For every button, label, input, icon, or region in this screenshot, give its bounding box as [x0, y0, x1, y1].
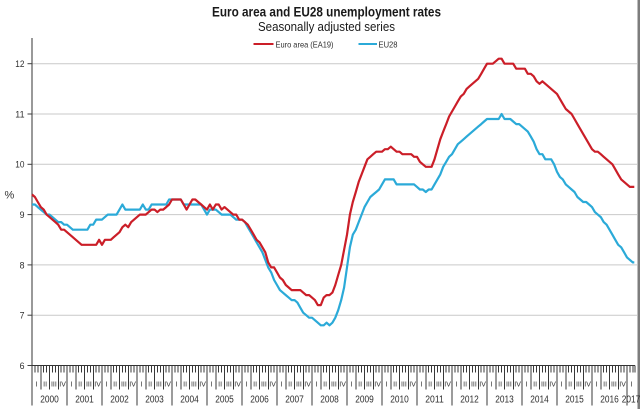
svg-text:III: III	[401, 382, 407, 389]
svg-text:II: II	[428, 382, 432, 389]
svg-text:III: III	[611, 382, 617, 389]
svg-text:IV: IV	[199, 382, 206, 389]
svg-text:2013: 2013	[495, 395, 514, 406]
svg-text:III: III	[86, 382, 92, 389]
svg-text:II: II	[43, 382, 47, 389]
svg-text:IV: IV	[269, 382, 276, 389]
svg-text:2014: 2014	[530, 395, 549, 406]
svg-text:II: II	[183, 382, 187, 389]
svg-text:IV: IV	[514, 382, 521, 389]
svg-text:II: II	[498, 382, 502, 389]
svg-text:IV: IV	[374, 382, 381, 389]
svg-text:Euro area and EU28 unemploymen: Euro area and EU28 unemployment rates	[212, 5, 441, 20]
svg-text:IV: IV	[129, 382, 136, 389]
svg-text:III: III	[156, 382, 162, 389]
svg-text:IV: IV	[164, 382, 171, 389]
svg-text:II: II	[533, 382, 537, 389]
svg-text:11: 11	[15, 109, 24, 120]
svg-text:IV: IV	[549, 382, 556, 389]
svg-text:II: II	[463, 382, 467, 389]
svg-text:2011: 2011	[425, 395, 444, 406]
svg-text:II: II	[78, 382, 82, 389]
svg-text:2000: 2000	[40, 395, 59, 406]
svg-text:2017: 2017	[622, 395, 640, 406]
svg-text:II: II	[288, 382, 292, 389]
svg-text:2015: 2015	[565, 395, 584, 406]
svg-text:IV: IV	[584, 382, 591, 389]
svg-text:II: II	[358, 382, 362, 389]
svg-text:IV: IV	[304, 382, 311, 389]
svg-text:2012: 2012	[460, 395, 479, 406]
svg-text:III: III	[541, 382, 547, 389]
svg-text:IV: IV	[409, 382, 416, 389]
svg-text:II: II	[253, 382, 257, 389]
svg-text:2003: 2003	[145, 395, 164, 406]
svg-text:2010: 2010	[390, 395, 409, 406]
svg-text:III: III	[191, 382, 197, 389]
svg-text:2001: 2001	[75, 395, 94, 406]
svg-text:I: I	[595, 382, 597, 389]
svg-text:I: I	[70, 382, 72, 389]
svg-text:12: 12	[15, 59, 24, 70]
svg-text:%: %	[5, 190, 15, 202]
svg-text:2002: 2002	[110, 395, 129, 406]
svg-text:7: 7	[20, 311, 25, 322]
svg-text:I: I	[525, 382, 527, 389]
svg-text:II: II	[603, 382, 607, 389]
svg-text:II: II	[148, 382, 152, 389]
svg-text:IV: IV	[479, 382, 486, 389]
svg-text:10: 10	[15, 160, 24, 171]
svg-text:III: III	[121, 382, 127, 389]
svg-text:III: III	[506, 382, 512, 389]
svg-text:IV: IV	[234, 382, 241, 389]
svg-text:2016: 2016	[600, 395, 619, 406]
svg-text:6: 6	[20, 361, 25, 372]
svg-text:IV: IV	[339, 382, 346, 389]
svg-text:IV: IV	[619, 382, 626, 389]
svg-text:I: I	[175, 382, 177, 389]
svg-text:I: I	[455, 382, 457, 389]
svg-text:I: I	[140, 382, 142, 389]
svg-text:I: I	[630, 382, 632, 389]
svg-text:I: I	[490, 382, 492, 389]
svg-text:I: I	[245, 382, 247, 389]
svg-text:I: I	[420, 382, 422, 389]
svg-text:III: III	[471, 382, 477, 389]
svg-text:I: I	[280, 382, 282, 389]
svg-text:I: I	[105, 382, 107, 389]
svg-text:II: II	[113, 382, 117, 389]
svg-text:2004: 2004	[180, 395, 199, 406]
svg-text:IV: IV	[444, 382, 451, 389]
svg-text:III: III	[296, 382, 302, 389]
svg-text:IV: IV	[94, 382, 101, 389]
svg-text:2006: 2006	[250, 395, 269, 406]
svg-text:2007: 2007	[285, 395, 304, 406]
svg-text:I: I	[560, 382, 562, 389]
svg-text:III: III	[261, 382, 267, 389]
svg-text:II: II	[393, 382, 397, 389]
svg-text:I: I	[210, 382, 212, 389]
svg-text:I: I	[350, 382, 352, 389]
svg-text:II: II	[323, 382, 327, 389]
svg-text:III: III	[366, 382, 372, 389]
svg-text:9: 9	[20, 210, 25, 221]
svg-text:III: III	[576, 382, 582, 389]
svg-text:IV: IV	[59, 382, 66, 389]
svg-text:II: II	[218, 382, 222, 389]
svg-text:I: I	[35, 382, 37, 389]
svg-text:III: III	[331, 382, 337, 389]
svg-text:I: I	[385, 382, 387, 389]
svg-text:EU28: EU28	[379, 39, 398, 49]
svg-text:Seasonally adjusted series: Seasonally adjusted series	[258, 19, 395, 34]
svg-text:II: II	[568, 382, 572, 389]
svg-text:Euro area (EA19): Euro area (EA19)	[276, 39, 334, 49]
svg-text:III: III	[51, 382, 57, 389]
svg-text:III: III	[226, 382, 232, 389]
svg-text:2009: 2009	[355, 395, 374, 406]
svg-text:I: I	[315, 382, 317, 389]
svg-text:III: III	[436, 382, 442, 389]
svg-text:8: 8	[20, 260, 25, 271]
svg-text:2005: 2005	[215, 395, 234, 406]
svg-text:2008: 2008	[320, 395, 339, 406]
